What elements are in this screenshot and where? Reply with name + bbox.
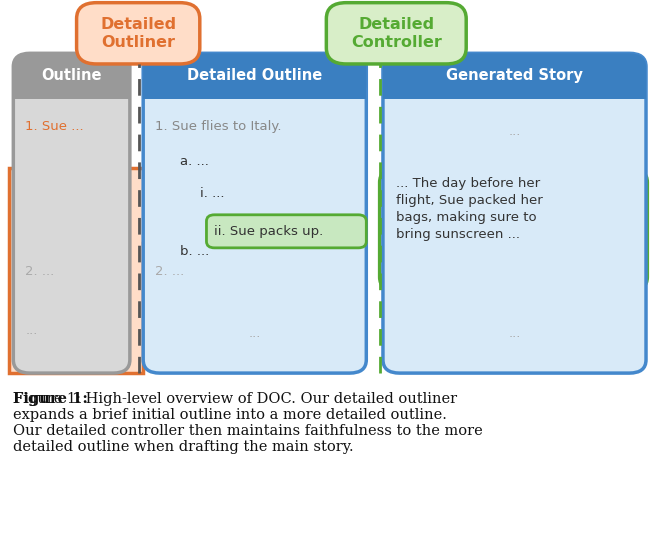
FancyBboxPatch shape bbox=[13, 53, 130, 373]
Text: ...: ... bbox=[25, 324, 38, 337]
Text: Generated Story: Generated Story bbox=[446, 68, 583, 84]
FancyBboxPatch shape bbox=[380, 169, 647, 290]
Text: Outline: Outline bbox=[41, 68, 102, 84]
FancyBboxPatch shape bbox=[13, 53, 130, 99]
Text: Figure 1: High-level overview of DOC. Our detailed outliner
expands a brief init: Figure 1: High-level overview of DOC. Ou… bbox=[13, 392, 483, 454]
Bar bbox=[383, 78, 646, 99]
Text: ...: ... bbox=[508, 327, 521, 340]
Bar bbox=[143, 78, 366, 99]
FancyBboxPatch shape bbox=[383, 53, 646, 99]
Text: Detailed
Controller: Detailed Controller bbox=[351, 17, 442, 50]
FancyBboxPatch shape bbox=[143, 53, 366, 99]
Text: Detailed Outline: Detailed Outline bbox=[187, 68, 322, 84]
Polygon shape bbox=[9, 168, 365, 373]
Text: 1. Sue ...: 1. Sue ... bbox=[25, 120, 84, 133]
Text: 2. ...: 2. ... bbox=[25, 265, 55, 278]
Text: a. ...: a. ... bbox=[180, 155, 208, 167]
Text: Figure 1:: Figure 1: bbox=[13, 392, 88, 406]
Text: ...: ... bbox=[248, 327, 261, 340]
FancyBboxPatch shape bbox=[77, 3, 200, 64]
Text: i. ...: i. ... bbox=[200, 187, 224, 199]
Text: 1. Sue flies to Italy.: 1. Sue flies to Italy. bbox=[155, 120, 282, 133]
FancyBboxPatch shape bbox=[383, 53, 646, 373]
Bar bbox=[13, 78, 130, 99]
Text: 2. ...: 2. ... bbox=[155, 265, 184, 278]
Text: Detailed
Outliner: Detailed Outliner bbox=[100, 17, 176, 50]
FancyBboxPatch shape bbox=[206, 215, 366, 248]
Text: ... The day before her
flight, Sue packed her
bags, making sure to
bring sunscre: ... The day before her flight, Sue packe… bbox=[396, 177, 543, 241]
Text: b. ...: b. ... bbox=[180, 245, 209, 258]
FancyBboxPatch shape bbox=[326, 3, 466, 64]
Text: ...: ... bbox=[508, 125, 521, 138]
Text: ii. Sue packs up.: ii. Sue packs up. bbox=[214, 225, 324, 238]
FancyBboxPatch shape bbox=[143, 53, 366, 373]
